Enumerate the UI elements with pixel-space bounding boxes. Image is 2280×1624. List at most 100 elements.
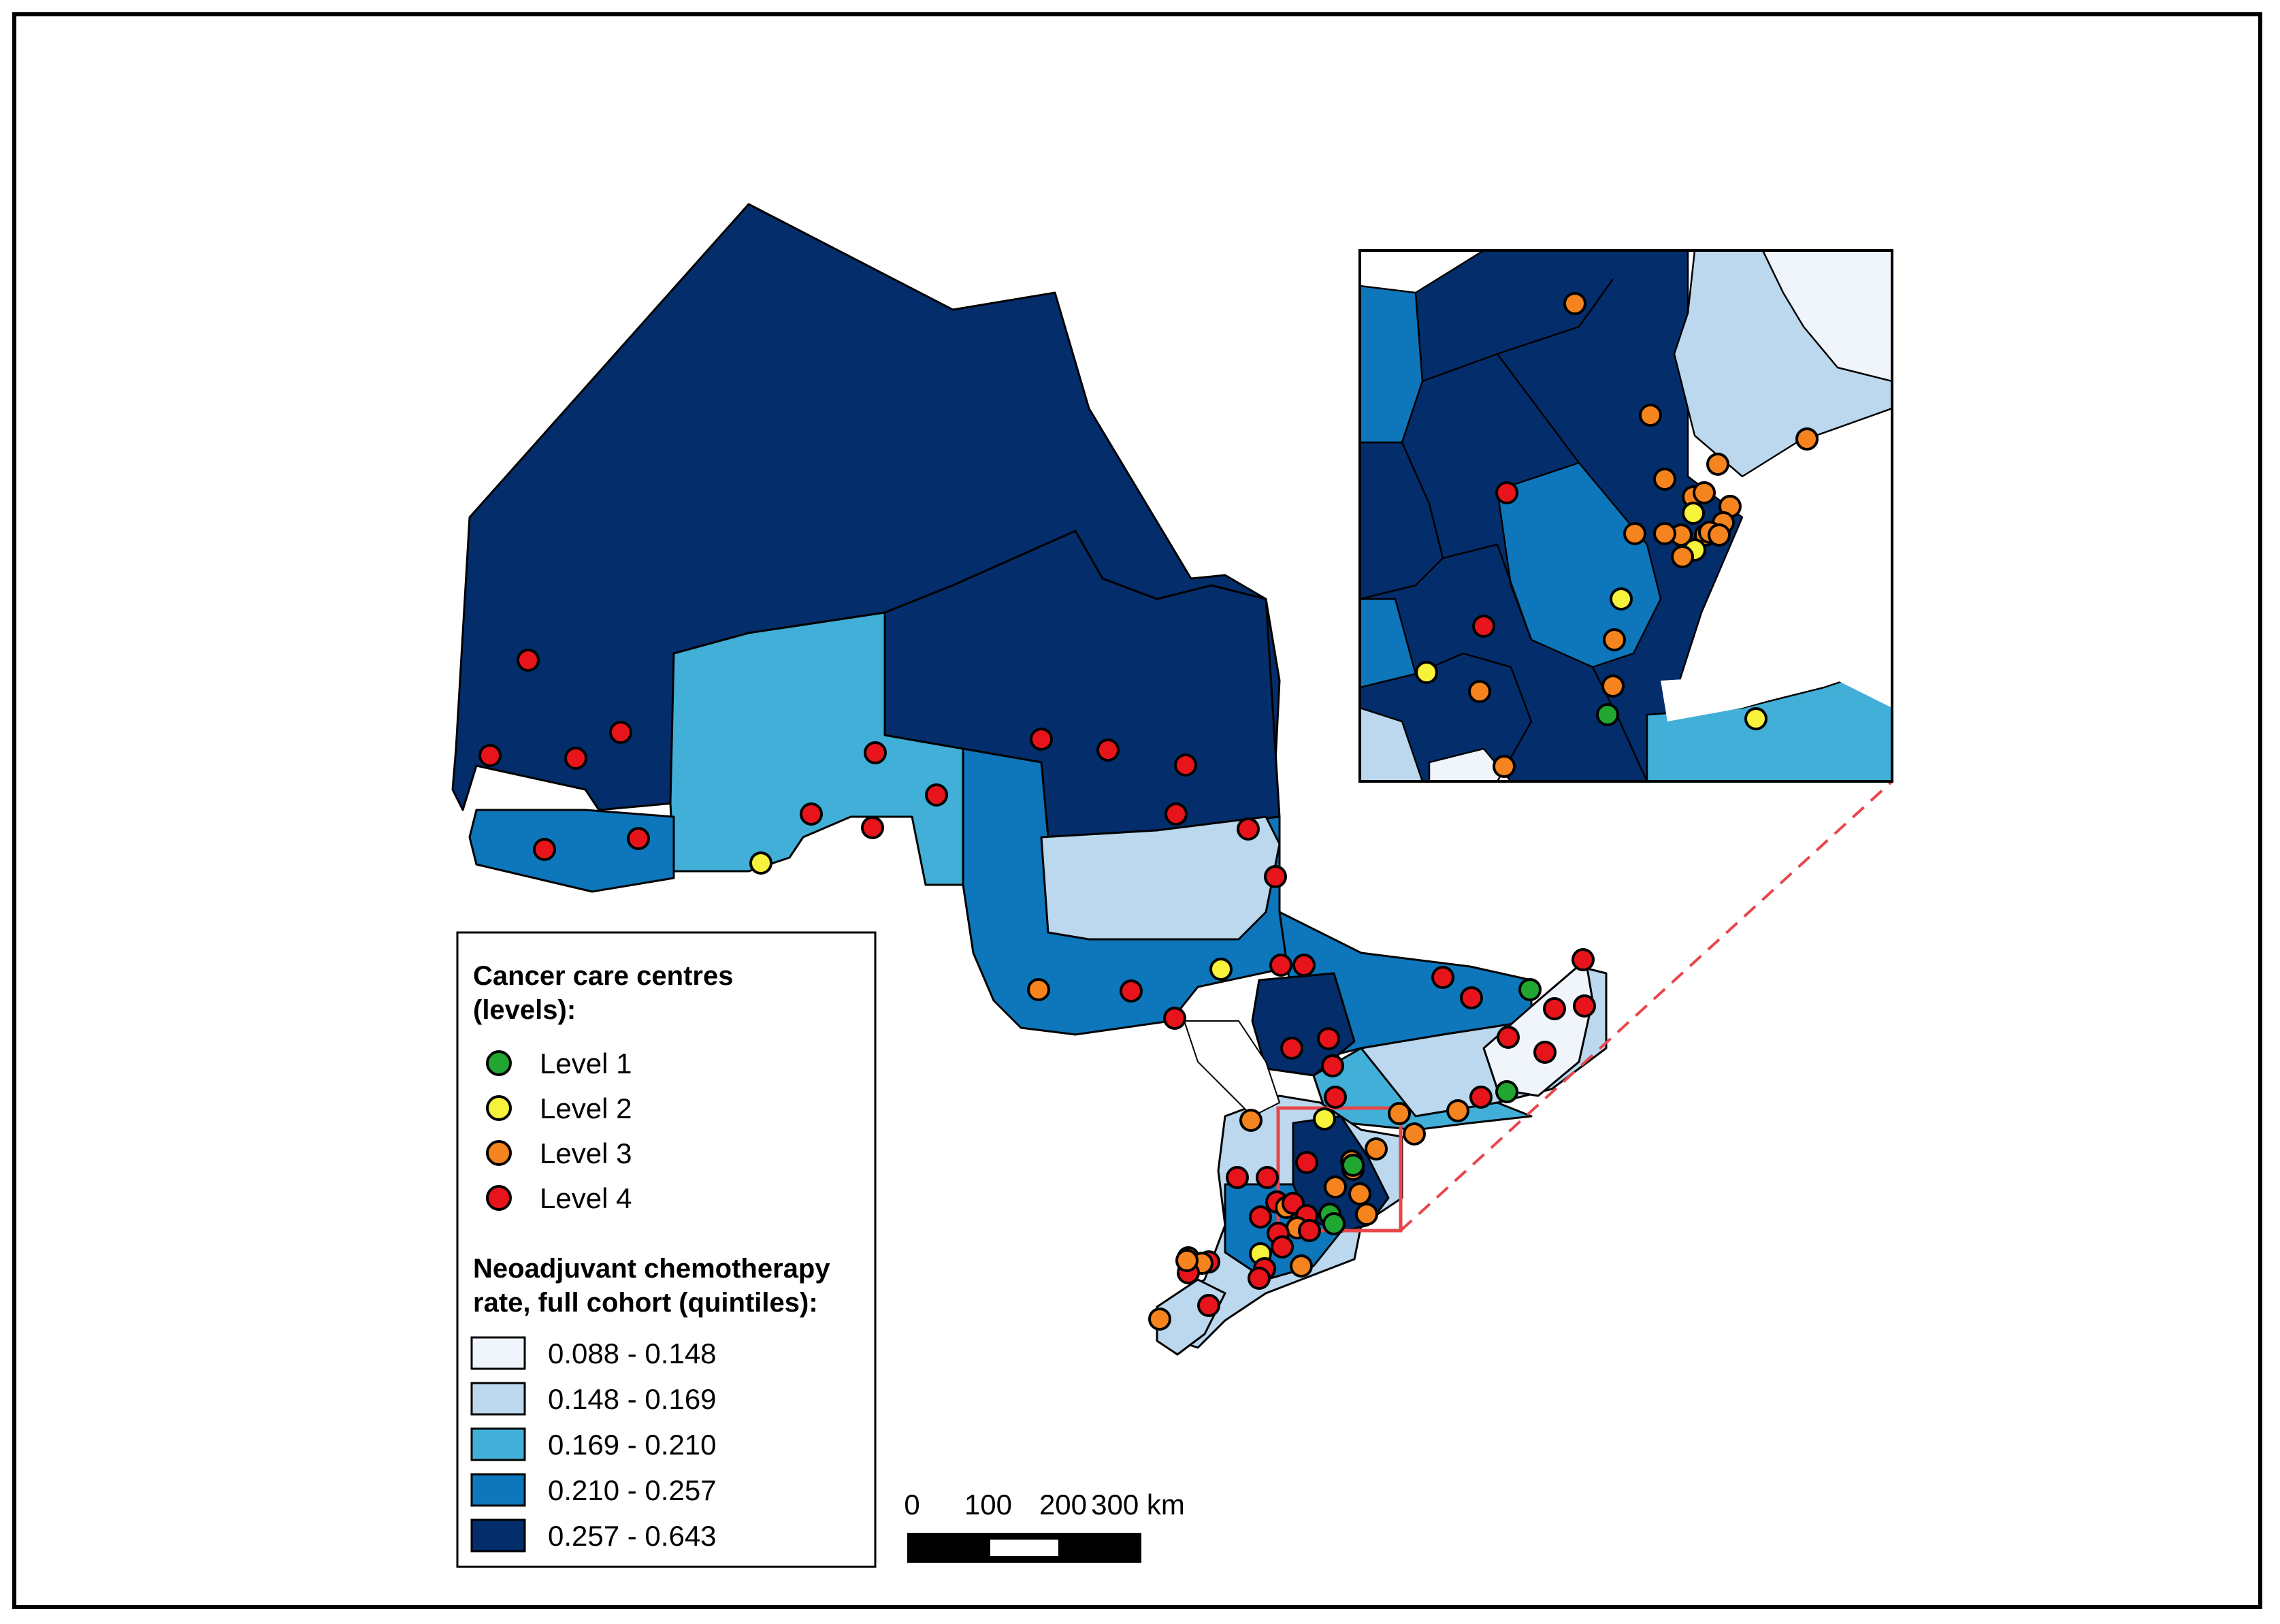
legend-level-label: Level 4 [540,1182,632,1214]
legend-quintile-label: 0.169 - 0.210 [548,1429,717,1461]
centre-marker [1295,1151,1318,1174]
centre-marker [1495,481,1518,504]
centre-marker [1693,481,1716,504]
centre-marker [1596,703,1619,726]
centre-marker [1355,1203,1378,1226]
centre-marker [1603,628,1626,651]
scale-tick-label: 300 km [1091,1489,1185,1521]
legend-level-label: Level 1 [540,1048,632,1079]
legend-quintile-swatch [470,1519,526,1553]
centre-marker [1469,1086,1493,1109]
centre-marker [1446,1099,1469,1122]
centre-marker [1472,615,1495,638]
centre-marker [1313,1107,1336,1131]
legend-rate-title-1: Neoadjuvant chemotherapy [473,1254,830,1284]
centre-marker [1292,954,1316,977]
centre-marker [1321,1054,1344,1077]
centre-marker [1468,680,1491,703]
centre-marker [1197,1294,1220,1317]
georgian-bay [1183,1020,1281,1118]
centre-marker [1795,427,1819,451]
centre-marker [1744,707,1768,730]
centre-marker [1601,675,1625,698]
legend-quintile-label: 0.148 - 0.169 [548,1383,717,1415]
centre-marker [1027,978,1050,1001]
centre-marker [1163,1007,1186,1030]
centre-marker [1239,1109,1263,1132]
centre-marker [627,827,650,850]
centre-marker [533,838,556,861]
inset-map [1358,249,1893,783]
centre-marker [1497,1026,1520,1049]
centre-marker [1348,1182,1371,1205]
centre-marker [1298,1219,1321,1242]
centre-marker [1317,1027,1340,1050]
centre-marker [1209,958,1233,981]
centre-marker [1639,404,1662,427]
centre-marker [1671,545,1694,568]
centre-marker [1653,468,1676,491]
centre-marker [1573,994,1596,1018]
centre-marker [478,744,502,767]
centre-marker [1096,738,1120,762]
centre-marker [1518,978,1542,1001]
centre-marker [1415,661,1438,684]
centre-marker [1324,1086,1347,1109]
centre-marker [1271,1235,1294,1258]
centre-marker [1388,1102,1411,1125]
centre-marker [1682,502,1705,525]
centre-marker [1623,522,1646,545]
legend-level-label: Level 2 [540,1092,632,1124]
centre-marker [925,783,948,807]
centre-marker [1324,1175,1347,1199]
legend: Cancer care centres (levels): Level 1Lev… [456,931,877,1568]
map-regions [451,203,1608,1356]
legend-level-marker [486,1140,512,1166]
legend-level-marker [486,1095,512,1121]
centre-marker [1706,453,1729,476]
centre-marker [1174,753,1197,777]
centre-marker [1708,523,1731,547]
centre-marker [1030,728,1053,751]
centre-marker [1175,1249,1199,1272]
legend-quintile-swatch [470,1427,526,1461]
centre-marker [1148,1308,1171,1331]
centre-marker [1120,979,1143,1003]
centre-marker [1431,966,1454,989]
centre-marker [1237,817,1260,841]
legend-quintile-swatch [470,1382,526,1416]
scale-tick-label: 200 [1039,1489,1087,1521]
legend-quintile-swatch [470,1473,526,1507]
centre-marker [1571,948,1595,971]
centre-marker [609,721,632,744]
inset-connector-line [1399,780,1893,1232]
centre-marker [517,649,540,672]
centre-marker [1290,1254,1313,1278]
centre-marker [1533,1041,1557,1064]
legend-quintile-label: 0.088 - 0.148 [548,1337,717,1369]
centre-marker [1248,1267,1271,1290]
centre-marker [1460,986,1483,1009]
centre-marker [1322,1212,1346,1235]
centre-marker [861,816,884,839]
centre-marker [1341,1154,1365,1177]
centre-marker [1610,587,1633,611]
centre-marker [564,747,587,770]
legend-centres-title-2: (levels): [473,995,576,1025]
centre-marker [1256,1166,1279,1189]
centre-marker [1563,292,1586,315]
legend-level-marker [486,1185,512,1211]
legend-levels: Level 1 Level 2 Level 3 Level 4 [486,1048,632,1214]
region-light-central [1040,815,1281,941]
centre-marker [1653,522,1676,545]
scale-bar: 0 100 200 300 km [904,1489,1185,1563]
centre-marker [749,851,772,875]
centre-marker [1249,1205,1272,1229]
centre-marker [1264,865,1287,888]
centre-marker [1226,1166,1249,1189]
centre-marker [864,741,887,764]
centre-markers [478,292,1819,1331]
centre-marker [800,802,823,826]
centre-marker [1269,954,1292,977]
